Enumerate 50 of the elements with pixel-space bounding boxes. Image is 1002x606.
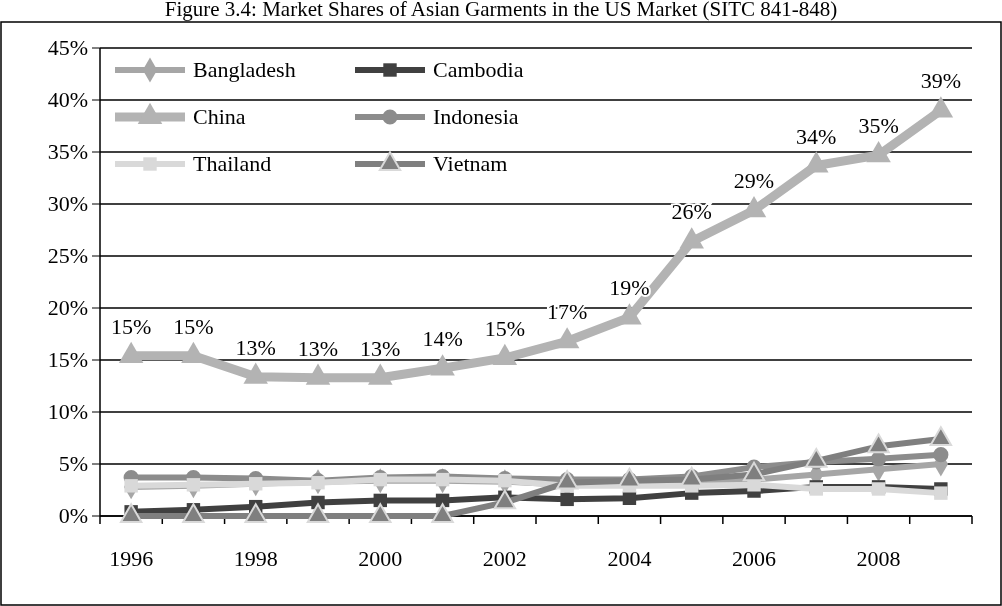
point (679, 227, 704, 249)
point (430, 354, 455, 376)
legend-label: Thailand (193, 151, 272, 176)
y-tick-label: 30% (47, 191, 88, 216)
y-tick-label: 0% (58, 503, 88, 528)
point (554, 327, 580, 349)
data-label: 34% (796, 123, 837, 149)
point (871, 451, 887, 467)
x-tick-label: 1998 (233, 546, 278, 571)
point (249, 477, 263, 491)
point (124, 479, 138, 493)
x-tick-label: 2002 (482, 546, 527, 571)
point (934, 486, 948, 500)
data-label: 26% (671, 199, 712, 225)
point (866, 140, 891, 163)
x-tick-label: 2008 (856, 546, 901, 571)
point (560, 492, 574, 507)
data-label: 13% (235, 334, 276, 360)
y-tick-label: 20% (47, 295, 88, 320)
legend-label: Bangladesh (193, 57, 296, 82)
legend-label: Cambodia (433, 57, 524, 82)
x-tick-label: 2004 (607, 546, 652, 571)
chart-title: Figure 3.4: Market Shares of Asian Garments in the US Market (SITC 841-848) (164, 0, 838, 21)
y-tick-label: 25% (47, 243, 88, 268)
y-tick-label: 5% (58, 451, 88, 476)
point (804, 151, 829, 173)
legend-label: Indonesia (433, 104, 519, 129)
data-label: 13% (360, 335, 401, 361)
y-tick-label: 15% (47, 347, 88, 372)
data-label: 14% (422, 326, 463, 352)
y-tick-label: 40% (47, 87, 88, 112)
data-label: 15% (484, 315, 526, 341)
legend-label: Vietnam (433, 151, 508, 176)
data-label: 29% (733, 168, 775, 194)
point (435, 472, 450, 487)
x-tick-label: 2000 (358, 546, 403, 571)
y-tick-label: 45% (47, 35, 88, 60)
x-tick-label: 2006 (732, 546, 776, 571)
point (933, 447, 949, 463)
point (186, 478, 201, 492)
data-label: 35% (858, 113, 899, 139)
y-tick-label: 35% (47, 139, 88, 164)
data-label: 19% (609, 275, 650, 301)
data-label: 13% (297, 335, 339, 361)
data-label: 15% (110, 313, 152, 339)
legend-label: China (193, 104, 246, 129)
y-tick-label: 10% (47, 399, 88, 424)
data-label: 15% (173, 313, 214, 339)
x-tick-label: 1996 (109, 546, 154, 571)
data-label: 39% (920, 68, 962, 94)
